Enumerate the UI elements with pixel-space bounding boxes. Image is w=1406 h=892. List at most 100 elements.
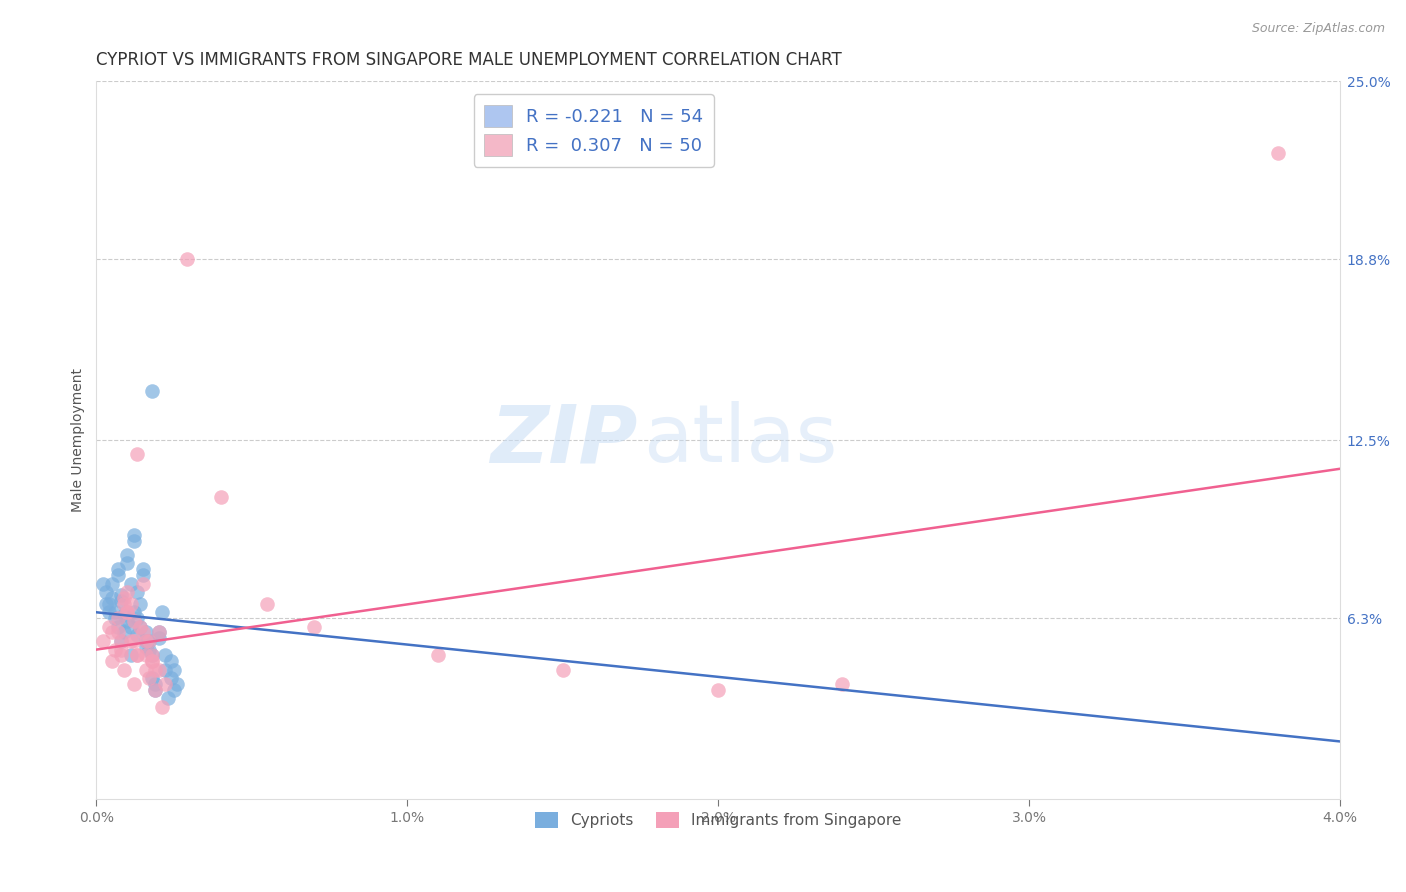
Point: [141, 384, 163, 399]
Point: [135, 634, 157, 648]
Point: [107, 562, 129, 576]
Point: [138, 642, 160, 657]
Point: [122, 528, 145, 542]
Point: [110, 634, 132, 648]
Point: [117, 585, 139, 599]
Point: [110, 594, 132, 608]
Point: [141, 671, 163, 685]
Point: [122, 533, 145, 548]
Point: [117, 605, 139, 619]
Point: [148, 631, 170, 645]
Text: Source: ZipAtlas.com: Source: ZipAtlas.com: [1251, 22, 1385, 36]
Y-axis label: Male Unemployment: Male Unemployment: [72, 368, 86, 512]
Point: [128, 620, 150, 634]
Point: [160, 654, 183, 668]
Point: [138, 671, 160, 685]
Point: [145, 682, 167, 697]
Point: [150, 700, 173, 714]
Point: [117, 557, 139, 571]
Point: [145, 663, 167, 677]
Point: [97, 597, 120, 611]
Point: [135, 663, 157, 677]
Point: [132, 562, 155, 576]
Point: [427, 648, 450, 663]
Point: [707, 682, 730, 697]
Point: [135, 640, 157, 654]
Point: [125, 585, 148, 599]
Point: [120, 576, 142, 591]
Text: CYPRIOT VS IMMIGRANTS FROM SINGAPORE MALE UNEMPLOYMENT CORRELATION CHART: CYPRIOT VS IMMIGRANTS FROM SINGAPORE MAL…: [97, 51, 842, 69]
Point: [101, 576, 124, 591]
Point: [831, 677, 853, 691]
Point: [117, 614, 139, 628]
Point: [256, 597, 278, 611]
Legend: Cypriots, Immigrants from Singapore: Cypriots, Immigrants from Singapore: [529, 806, 908, 834]
Point: [141, 648, 163, 663]
Point: [141, 654, 163, 668]
Point: [1267, 146, 1289, 161]
Text: ZIP: ZIP: [489, 401, 637, 479]
Point: [148, 663, 170, 677]
Point: [132, 576, 155, 591]
Point: [107, 611, 129, 625]
Point: [125, 611, 148, 625]
Point: [110, 648, 132, 663]
Point: [125, 648, 148, 663]
Point: [138, 634, 160, 648]
Point: [91, 634, 114, 648]
Point: [122, 677, 145, 691]
Point: [135, 648, 157, 663]
Point: [302, 620, 325, 634]
Point: [97, 620, 120, 634]
Point: [132, 625, 155, 640]
Point: [101, 625, 124, 640]
Point: [94, 585, 117, 599]
Point: [112, 625, 135, 640]
Point: [551, 663, 574, 677]
Point: [153, 648, 176, 663]
Point: [91, 576, 114, 591]
Point: [120, 634, 142, 648]
Point: [141, 648, 163, 663]
Point: [104, 611, 127, 625]
Point: [107, 620, 129, 634]
Point: [150, 605, 173, 619]
Point: [138, 634, 160, 648]
Point: [117, 548, 139, 562]
Point: [101, 654, 124, 668]
Text: atlas: atlas: [644, 401, 838, 479]
Point: [128, 620, 150, 634]
Point: [135, 634, 157, 648]
Point: [148, 625, 170, 640]
Point: [101, 591, 124, 605]
Point: [110, 634, 132, 648]
Point: [145, 682, 167, 697]
Point: [125, 648, 148, 663]
Point: [112, 597, 135, 611]
Point: [128, 597, 150, 611]
Point: [145, 677, 167, 691]
Point: [125, 447, 148, 461]
Point: [153, 677, 176, 691]
Point: [125, 628, 148, 642]
Point: [120, 620, 142, 634]
Point: [120, 597, 142, 611]
Point: [117, 605, 139, 619]
Point: [163, 663, 186, 677]
Point: [166, 677, 188, 691]
Point: [104, 605, 127, 619]
Point: [94, 597, 117, 611]
Point: [156, 691, 179, 706]
Point: [148, 625, 170, 640]
Point: [122, 605, 145, 619]
Point: [132, 568, 155, 582]
Point: [107, 625, 129, 640]
Point: [112, 608, 135, 623]
Point: [141, 654, 163, 668]
Point: [160, 671, 183, 685]
Point: [176, 252, 198, 267]
Point: [209, 491, 232, 505]
Point: [163, 682, 186, 697]
Point: [112, 663, 135, 677]
Point: [153, 663, 176, 677]
